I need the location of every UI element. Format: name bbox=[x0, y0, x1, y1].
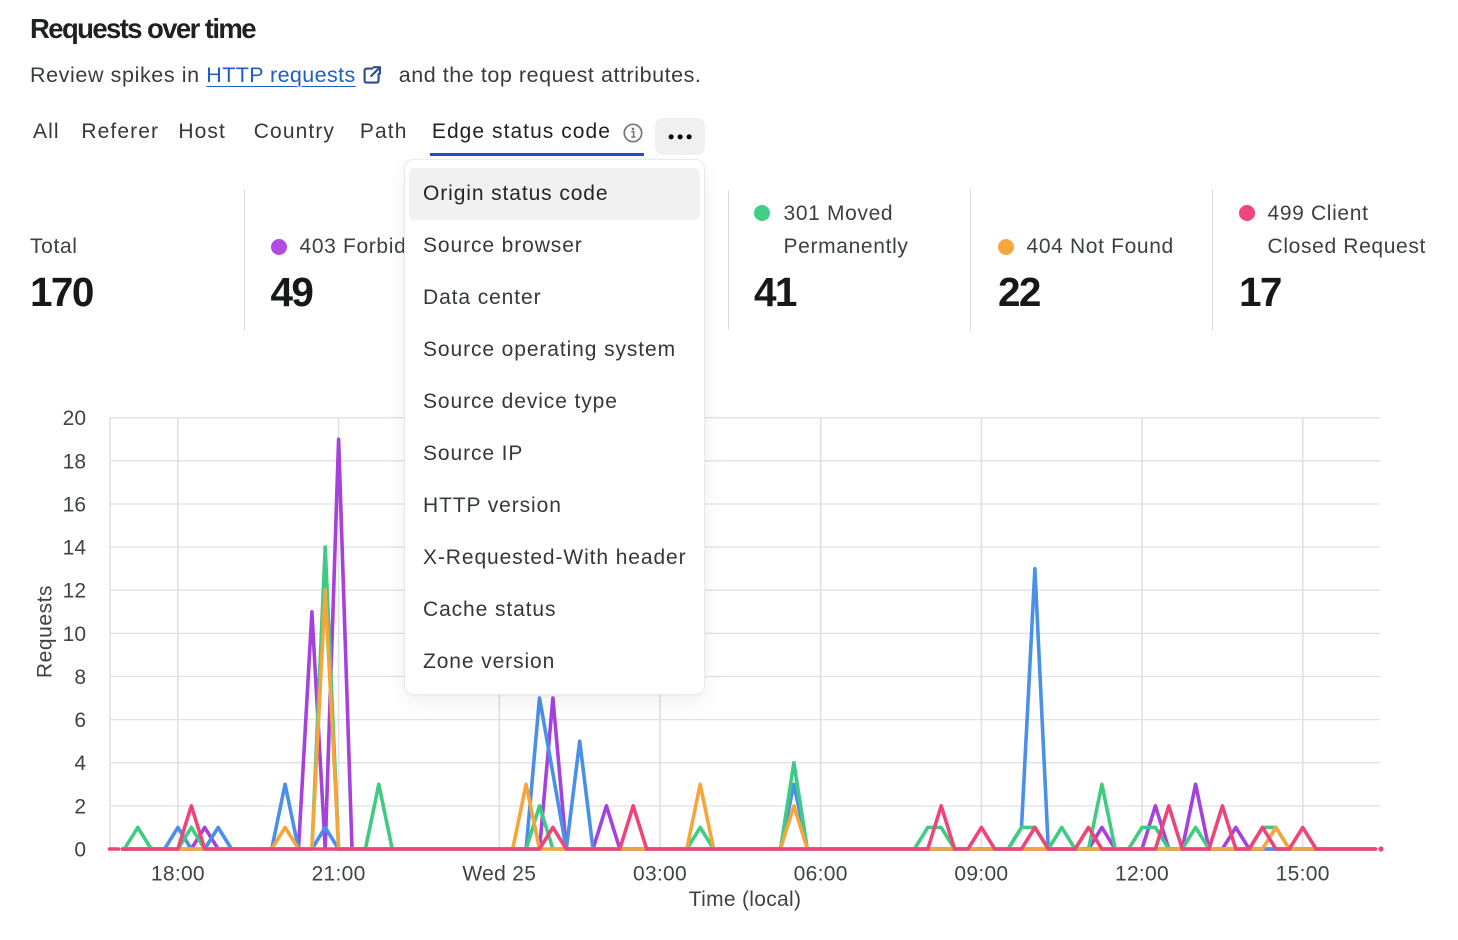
svg-text:20: 20 bbox=[63, 407, 86, 430]
svg-text:10: 10 bbox=[63, 623, 86, 646]
svg-text:09:00: 09:00 bbox=[954, 862, 1008, 885]
svg-text:18:00: 18:00 bbox=[151, 862, 205, 885]
svg-text:4: 4 bbox=[74, 752, 86, 775]
svg-text:15:00: 15:00 bbox=[1276, 862, 1330, 885]
svg-text:6: 6 bbox=[74, 709, 86, 732]
svg-text:Wed 25: Wed 25 bbox=[462, 862, 536, 885]
svg-text:12:00: 12:00 bbox=[1115, 862, 1169, 885]
svg-text:Requests: Requests bbox=[34, 585, 57, 678]
svg-text:18: 18 bbox=[63, 450, 86, 473]
svg-text:21:00: 21:00 bbox=[312, 862, 366, 885]
svg-text:0: 0 bbox=[74, 839, 86, 862]
svg-text:16: 16 bbox=[63, 494, 86, 517]
svg-text:03:00: 03:00 bbox=[633, 862, 687, 885]
svg-text:Time (local): Time (local) bbox=[689, 888, 802, 911]
svg-text:12: 12 bbox=[63, 580, 86, 603]
svg-text:06:00: 06:00 bbox=[794, 862, 848, 885]
svg-text:14: 14 bbox=[63, 537, 87, 560]
svg-text:8: 8 bbox=[74, 666, 86, 689]
svg-text:2: 2 bbox=[74, 795, 86, 818]
